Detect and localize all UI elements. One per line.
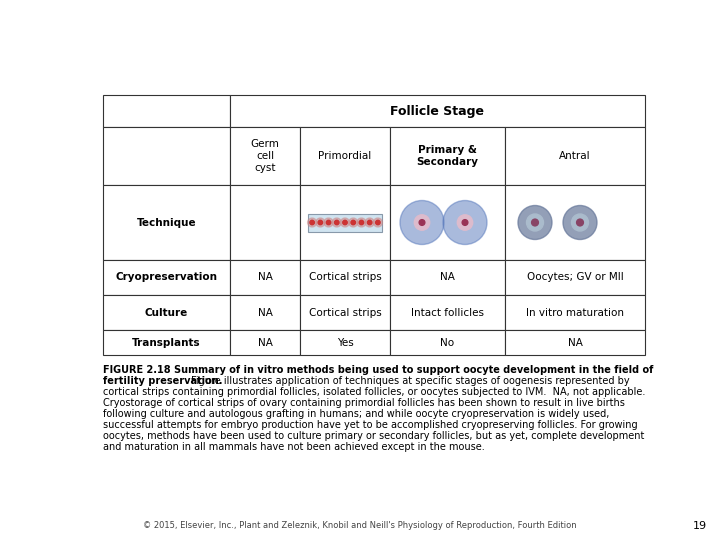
- Bar: [390, 260, 505, 295]
- Circle shape: [518, 206, 552, 240]
- Text: successful attempts for embryo production have yet to be accomplished cryopreser: successful attempts for embryo productio…: [103, 420, 638, 430]
- Bar: [505, 295, 645, 330]
- Text: Intact follicles: Intact follicles: [411, 307, 484, 318]
- Circle shape: [457, 215, 473, 230]
- Bar: [505, 260, 645, 295]
- Circle shape: [531, 219, 539, 226]
- Bar: [300, 185, 390, 260]
- Circle shape: [408, 208, 436, 237]
- Circle shape: [307, 218, 317, 227]
- Bar: [103, 95, 230, 127]
- Text: Transplants: Transplants: [132, 338, 201, 348]
- Bar: [300, 330, 390, 355]
- Text: fertility preservation.: fertility preservation.: [103, 376, 222, 386]
- Text: Cortical strips: Cortical strips: [309, 307, 382, 318]
- Circle shape: [572, 214, 588, 231]
- Text: cortical strips containing primordial follicles, isolated follicles, or oocytes : cortical strips containing primordial fo…: [103, 387, 645, 397]
- Text: Figure illustrates application of techniques at specific stages of oogenesis rep: Figure illustrates application of techni…: [191, 376, 629, 386]
- Bar: [300, 127, 390, 185]
- Bar: [230, 330, 300, 355]
- Bar: [505, 330, 645, 355]
- Text: Primordial: Primordial: [318, 151, 372, 161]
- Circle shape: [326, 220, 330, 225]
- Text: oocytes, methods have been used to culture primary or secondary follicles, but a: oocytes, methods have been used to cultu…: [103, 431, 644, 441]
- Bar: [505, 127, 645, 185]
- Text: NA: NA: [567, 338, 582, 348]
- Circle shape: [357, 218, 366, 227]
- Circle shape: [324, 218, 333, 227]
- Text: Cryopreservation: Cryopreservation: [115, 273, 217, 282]
- Bar: [390, 330, 505, 355]
- Circle shape: [462, 220, 468, 225]
- Text: NA: NA: [440, 273, 455, 282]
- Circle shape: [577, 219, 583, 226]
- Circle shape: [367, 220, 372, 225]
- Circle shape: [351, 220, 356, 225]
- Circle shape: [400, 200, 444, 245]
- Text: Oocytes; GV or MII: Oocytes; GV or MII: [526, 273, 624, 282]
- Text: © 2015, Elsevier, Inc., Plant and Zeleznik, Knobil and Neill's Physiology of Rep: © 2015, Elsevier, Inc., Plant and Zelezn…: [143, 522, 577, 530]
- Circle shape: [451, 208, 480, 237]
- Bar: [300, 260, 390, 295]
- Circle shape: [419, 220, 425, 225]
- Text: No: No: [441, 338, 454, 348]
- Text: Technique: Technique: [137, 218, 197, 227]
- Text: Cryostorage of cortical strips of ovary containing primordial follicles has been: Cryostorage of cortical strips of ovary …: [103, 398, 625, 408]
- Bar: [300, 295, 390, 330]
- Text: following culture and autologous grafting in humans; and while oocyte cryopreser: following culture and autologous graftin…: [103, 409, 609, 419]
- Circle shape: [374, 218, 382, 227]
- Bar: [230, 260, 300, 295]
- Circle shape: [343, 220, 347, 225]
- Bar: [390, 295, 505, 330]
- Circle shape: [359, 220, 364, 225]
- Circle shape: [316, 218, 325, 227]
- Bar: [103, 127, 230, 185]
- Circle shape: [335, 220, 339, 225]
- Bar: [103, 330, 230, 355]
- Text: Germ
cell
cyst: Germ cell cyst: [251, 139, 279, 173]
- Bar: [390, 185, 505, 260]
- Text: NA: NA: [258, 273, 272, 282]
- Circle shape: [443, 200, 487, 245]
- Text: In vitro maturation: In vitro maturation: [526, 307, 624, 318]
- Text: Yes: Yes: [337, 338, 354, 348]
- Circle shape: [376, 220, 380, 225]
- Bar: [103, 185, 230, 260]
- Bar: [230, 185, 300, 260]
- Text: 19: 19: [693, 521, 707, 531]
- Circle shape: [526, 214, 544, 231]
- Text: and maturation in all mammals have not been achieved except in the mouse.: and maturation in all mammals have not b…: [103, 442, 485, 452]
- Bar: [103, 260, 230, 295]
- Bar: [505, 185, 645, 260]
- Bar: [308, 213, 382, 232]
- Bar: [390, 127, 505, 185]
- Text: Primary &
Secondary: Primary & Secondary: [416, 145, 479, 167]
- Text: Antral: Antral: [559, 151, 591, 161]
- Circle shape: [365, 218, 374, 227]
- Text: NA: NA: [258, 307, 272, 318]
- Text: FIGURE 2.18 Summary of in vitro methods being used to support oocyte development: FIGURE 2.18 Summary of in vitro methods …: [103, 365, 653, 375]
- Text: Culture: Culture: [145, 307, 188, 318]
- Circle shape: [563, 206, 597, 240]
- Circle shape: [348, 218, 358, 227]
- Bar: [230, 127, 300, 185]
- Circle shape: [341, 218, 349, 227]
- Bar: [230, 95, 645, 127]
- Circle shape: [332, 218, 341, 227]
- Circle shape: [414, 215, 430, 230]
- Text: NA: NA: [258, 338, 272, 348]
- Circle shape: [310, 220, 315, 225]
- Bar: [230, 295, 300, 330]
- Text: Follicle Stage: Follicle Stage: [390, 105, 485, 118]
- Text: Cortical strips: Cortical strips: [309, 273, 382, 282]
- Circle shape: [318, 220, 323, 225]
- Bar: [103, 295, 230, 330]
